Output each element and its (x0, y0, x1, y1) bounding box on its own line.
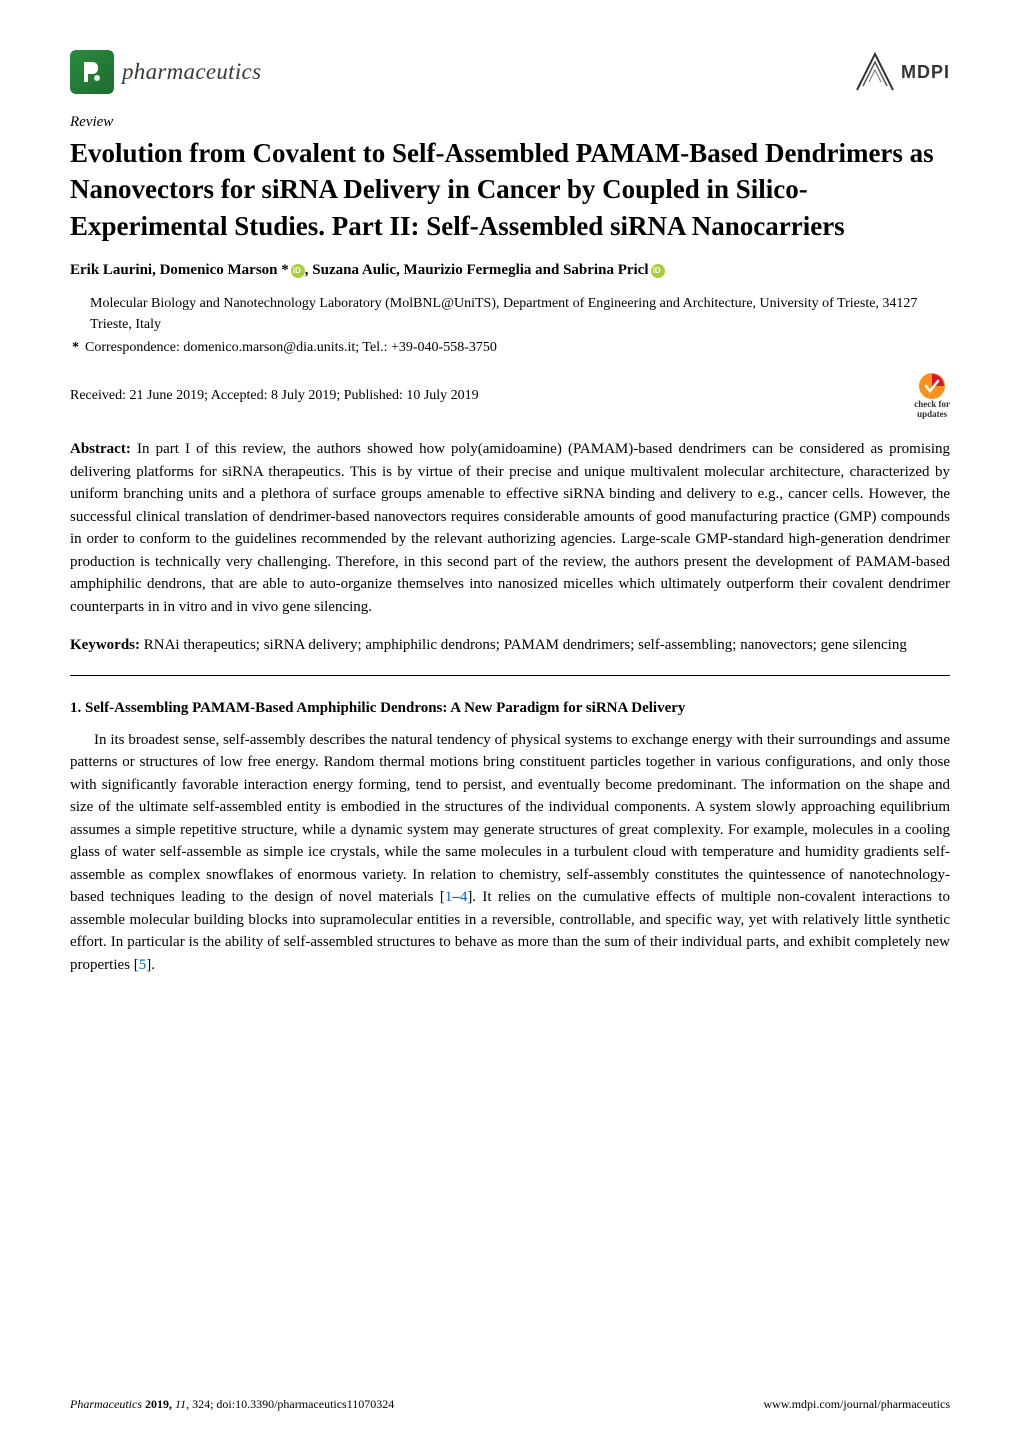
article-title: Evolution from Covalent to Self-Assemble… (70, 135, 950, 244)
body-text-part3: ]. (146, 957, 155, 973)
check-for-updates-badge[interactable]: check for updates (914, 372, 950, 420)
article-type: Review (70, 114, 950, 131)
footer-row: Pharmaceutics 2019, 11, 324; doi:10.3390… (70, 1397, 950, 1412)
pharmaceutics-logo-icon (70, 50, 114, 94)
journal-name: pharmaceutics (122, 59, 261, 85)
correspondence-text: Correspondence: domenico.marson@dia.unit… (85, 340, 497, 355)
footer-doi: , 324; doi:10.3390/pharmaceutics11070324 (186, 1397, 394, 1411)
check-updates-line2: updates (917, 410, 947, 420)
header-row: pharmaceutics MDPI (70, 50, 950, 94)
abstract-label: Abstract: (70, 441, 131, 457)
section-divider (70, 675, 950, 676)
section-1-paragraph-1: In its broadest sense, self-assembly des… (70, 729, 950, 977)
body-text-part1: In its broadest sense, self-assembly des… (70, 732, 950, 906)
affiliation: Molecular Biology and Nanotechnology Lab… (90, 293, 950, 335)
keywords-section: Keywords: RNAi therapeutics; siRNA deliv… (70, 634, 950, 657)
footer-citation: Pharmaceutics 2019, 11, 324; doi:10.3390… (70, 1397, 394, 1412)
dates-row: Received: 21 June 2019; Accepted: 8 July… (70, 372, 950, 420)
keywords-text: RNAi therapeutics; siRNA delivery; amphi… (140, 637, 907, 653)
publication-dates: Received: 21 June 2019; Accepted: 8 July… (70, 388, 479, 404)
mdpi-text: MDPI (901, 62, 950, 83)
orcid-icon[interactable] (291, 264, 305, 278)
journal-logo-section: pharmaceutics (70, 50, 261, 94)
abstract-text: In part I of this review, the authors sh… (70, 441, 950, 615)
keywords-paragraph: Keywords: RNAi therapeutics; siRNA deliv… (70, 634, 950, 657)
mdpi-icon (853, 50, 897, 94)
authors-part1: Erik Laurini, Domenico Marson * (70, 262, 289, 278)
correspondence: *Correspondence: domenico.marson@dia.uni… (90, 337, 950, 358)
footer-journal: Pharmaceutics (70, 1397, 142, 1411)
section-1-heading: 1. Self-Assembling PAMAM-Based Amphiphil… (70, 700, 950, 717)
ref-dash: – (452, 889, 460, 905)
abstract-section: Abstract: In part I of this review, the … (70, 438, 950, 618)
check-for-updates-icon (918, 372, 946, 400)
correspondence-star: * (72, 340, 79, 355)
footer-vol: 11 (175, 1397, 186, 1411)
abstract-paragraph: Abstract: In part I of this review, the … (70, 438, 950, 618)
orcid-icon[interactable] (651, 264, 665, 278)
publisher-logo: MDPI (853, 50, 950, 94)
footer-url[interactable]: www.mdpi.com/journal/pharmaceutics (763, 1397, 950, 1412)
keywords-label: Keywords: (70, 637, 140, 653)
authors-line: Erik Laurini, Domenico Marson * , Suzana … (70, 262, 950, 279)
footer-year-vol: 2019, (142, 1397, 175, 1411)
authors-part2: , Suzana Aulic, Maurizio Fermeglia and S… (305, 262, 649, 278)
